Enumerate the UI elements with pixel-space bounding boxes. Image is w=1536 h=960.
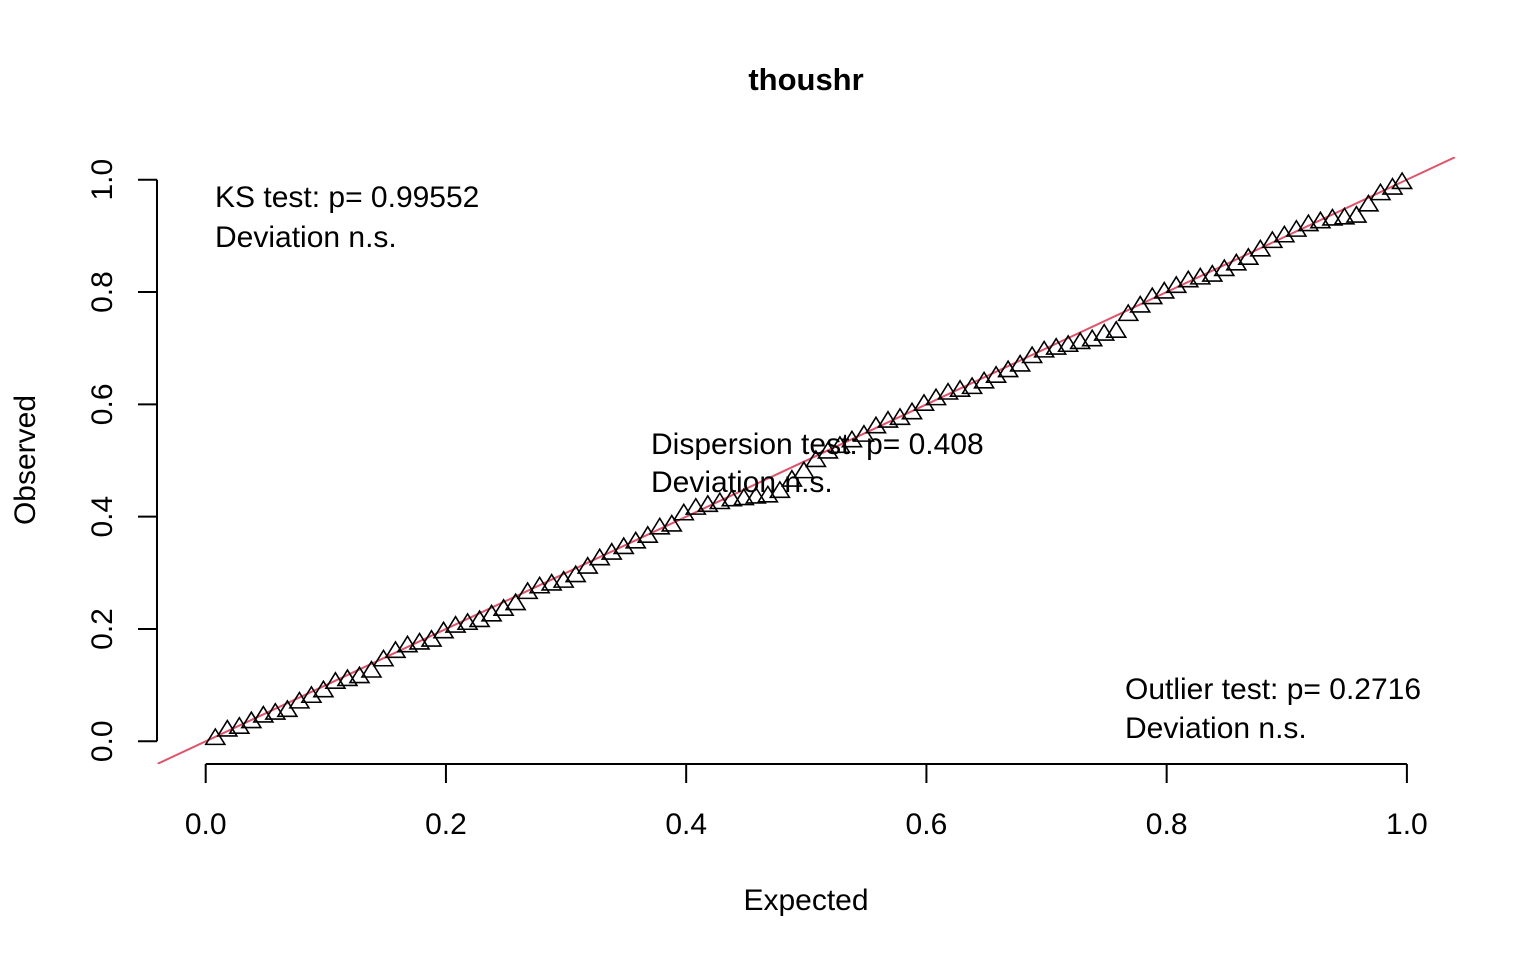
data-point xyxy=(841,429,863,448)
data-point xyxy=(1225,252,1248,271)
data-point xyxy=(504,592,527,611)
x-tick-label: 1.0 xyxy=(1386,808,1428,841)
outlier-test-result: Outlier test: p= 0.2716 xyxy=(1125,673,1421,706)
data-point xyxy=(516,581,539,600)
data-point xyxy=(432,620,455,639)
data-point xyxy=(1201,264,1224,282)
data-point xyxy=(1213,258,1236,277)
data-point xyxy=(720,488,743,507)
y-tick-label: 0.2 xyxy=(86,608,119,650)
data-point xyxy=(588,547,611,566)
data-point xyxy=(1369,182,1392,201)
y-tick-label: 0.6 xyxy=(86,383,119,425)
y-axis-ticks: 0.0 0.2 0.4 0.6 0.8 1.0 xyxy=(86,159,157,762)
data-point xyxy=(600,542,623,560)
points-layer xyxy=(204,171,1414,746)
data-point xyxy=(985,365,1008,383)
data-point xyxy=(997,359,1020,378)
outlier-test-deviation: Deviation n.s. xyxy=(1125,712,1307,745)
data-point xyxy=(288,690,311,709)
data-point xyxy=(1321,207,1344,226)
data-point xyxy=(732,487,755,506)
data-point xyxy=(1105,320,1128,339)
data-point xyxy=(1391,171,1414,190)
data-point xyxy=(1081,328,1104,347)
chart-title: thoushr xyxy=(748,62,863,97)
data-point xyxy=(1141,286,1164,305)
data-point xyxy=(889,407,911,426)
data-point xyxy=(816,441,839,459)
data-point xyxy=(240,710,263,729)
dispersion-test-annotation: Dispersion test: p= 0.408 Deviation n.s. xyxy=(651,428,984,499)
data-point xyxy=(480,603,503,622)
data-point xyxy=(228,716,251,734)
data-point xyxy=(1273,224,1296,243)
data-point xyxy=(1021,345,1044,364)
data-point xyxy=(1381,177,1404,195)
outlier-test-annotation: Outlier test: p= 0.2716 Deviation n.s. xyxy=(1125,673,1421,745)
x-tick-label: 0.6 xyxy=(906,808,948,841)
ks-test-deviation: Deviation n.s. xyxy=(215,221,397,254)
data-point xyxy=(1153,280,1176,299)
data-point xyxy=(792,460,815,479)
ks-test-annotation: KS test: p= 0.99552 Deviation n.s. xyxy=(215,181,479,254)
x-tick-label: 0.2 xyxy=(425,808,467,841)
dispersion-test-result: Dispersion test: p= 0.408 xyxy=(651,428,984,461)
data-point xyxy=(300,685,323,704)
data-point xyxy=(973,370,996,389)
data-point xyxy=(624,530,647,549)
ks-test-result: KS test: p= 0.99552 xyxy=(215,181,479,214)
data-point xyxy=(925,387,947,406)
data-point xyxy=(360,660,383,678)
data-point xyxy=(660,514,683,532)
data-point xyxy=(492,598,515,617)
data-point xyxy=(961,376,983,395)
data-point xyxy=(612,536,635,555)
data-point xyxy=(348,665,371,684)
data-point xyxy=(1261,230,1284,249)
y-tick-label: 0.4 xyxy=(86,496,119,538)
x-axis-label: Expected xyxy=(743,884,868,917)
y-tick-label: 1.0 xyxy=(86,159,119,201)
y-axis-label: Observed xyxy=(9,395,42,525)
data-point xyxy=(1333,206,1356,225)
data-point xyxy=(1345,205,1368,223)
data-point xyxy=(913,393,935,412)
data-point xyxy=(744,485,767,504)
x-tick-label: 0.4 xyxy=(665,808,707,841)
data-point xyxy=(468,609,491,628)
data-point xyxy=(672,502,695,521)
data-point xyxy=(1285,219,1308,237)
data-point xyxy=(1165,275,1188,294)
data-point xyxy=(552,570,575,588)
x-tick-label: 0.0 xyxy=(185,808,227,841)
y-tick-label: 0.0 xyxy=(86,720,119,762)
x-axis-ticks: 0.0 0.2 0.4 0.6 0.8 1.0 xyxy=(185,764,1428,841)
data-point xyxy=(384,640,407,659)
data-point xyxy=(865,415,887,434)
y-tick-label: 0.8 xyxy=(86,271,119,313)
data-point xyxy=(768,480,791,499)
x-tick-label: 0.8 xyxy=(1146,808,1188,841)
dispersion-test-deviation: Deviation n.s. xyxy=(651,466,833,499)
data-point xyxy=(828,435,851,454)
data-point xyxy=(1357,193,1380,212)
